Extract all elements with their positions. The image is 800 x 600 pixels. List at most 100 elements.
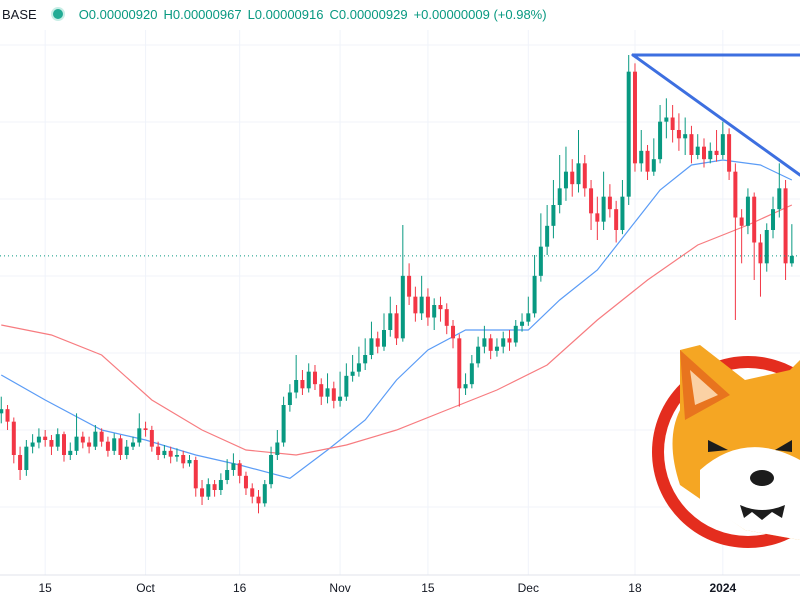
candle-body: [425, 296, 430, 318]
candle-body: [501, 338, 506, 347]
candle-body: [287, 392, 292, 405]
candle-body: [783, 188, 788, 264]
candle-body: [363, 355, 368, 364]
x-tick-label: 15: [421, 581, 435, 595]
candle-body: [482, 338, 487, 347]
candle-body: [0, 409, 4, 414]
candles: [0, 55, 800, 514]
candle-body: [507, 338, 512, 343]
candle-body: [595, 213, 600, 222]
candle-body: [187, 460, 192, 464]
candle-body: [243, 475, 248, 489]
candle-body: [18, 455, 23, 470]
candle-body: [382, 330, 386, 347]
logo-mouth: [740, 505, 785, 520]
candle-body: [670, 117, 675, 130]
candle-body: [400, 275, 405, 339]
candle-body: [488, 338, 493, 351]
candle-body: [344, 375, 349, 397]
candle-body: [49, 440, 54, 447]
candle-body: [771, 209, 776, 230]
descending-trend-line: [631, 53, 800, 177]
candle-body: [664, 117, 669, 122]
candle-body: [708, 150, 713, 160]
candle-body: [432, 305, 437, 318]
legend-header: BASE O0.00000920 H0.00000967 L0.00000916…: [0, 0, 800, 28]
candle-body: [645, 150, 650, 172]
candle-body: [11, 421, 16, 455]
logo-eye: [708, 440, 728, 452]
candle-body: [407, 275, 412, 297]
logo-nose: [750, 470, 774, 486]
x-tick-label: 16: [233, 581, 247, 595]
candle-body: [193, 460, 198, 489]
candle-body: [614, 209, 619, 230]
candle-body: [551, 205, 556, 226]
trend-lines: [631, 53, 800, 177]
candle-body: [200, 488, 205, 497]
change-value: +0.00000009 (+0.98%): [413, 6, 547, 22]
candle-body: [639, 150, 644, 164]
candle-body: [312, 371, 317, 385]
candle-body: [520, 321, 525, 326]
candle-body: [80, 436, 85, 443]
candle-body: [494, 346, 499, 351]
candle-body: [563, 171, 568, 189]
candle-body: [131, 442, 136, 447]
candle-body: [469, 363, 474, 385]
logo-eye: [775, 440, 792, 452]
candle-body: [752, 196, 757, 243]
candle-body: [651, 159, 656, 172]
price-grid: [0, 44, 800, 508]
candle-body: [87, 442, 92, 447]
candle-body: [532, 275, 537, 314]
candle-body: [137, 428, 142, 443]
candle-body: [457, 338, 462, 389]
candle-body: [570, 171, 575, 185]
candle-body: [99, 431, 104, 442]
candle-body: [526, 313, 531, 322]
logo-ear-inner: [690, 370, 718, 405]
candle-body: [394, 313, 399, 339]
moving-average-line: [1, 204, 793, 456]
candle-body: [683, 134, 688, 139]
candle-body: [168, 450, 173, 457]
candle-body: [143, 428, 148, 430]
candle-body: [162, 450, 167, 455]
candle-body: [237, 463, 242, 476]
candle-body: [764, 230, 769, 264]
candle-body: [306, 371, 311, 389]
candle-body: [720, 134, 725, 155]
low-value: L0.00000916: [247, 6, 324, 22]
candle-body: [658, 121, 663, 160]
close-value: C0.00000929: [329, 6, 408, 22]
logo-muzzle: [700, 447, 800, 540]
candle-body: [269, 455, 274, 485]
candle-body: [30, 442, 35, 447]
candle-body: [174, 455, 179, 457]
open-value: O0.00000920: [78, 6, 158, 22]
candle-body: [601, 196, 606, 222]
candle-body: [156, 446, 161, 455]
candle-body: [43, 436, 48, 440]
candle-body: [256, 496, 261, 504]
candle-body: [149, 430, 154, 447]
shiba-logo: [652, 345, 800, 548]
candle-body: [413, 296, 418, 314]
candle-body: [118, 438, 123, 455]
candle-body: [513, 325, 518, 343]
candle-body: [620, 196, 625, 230]
candle-body: [451, 325, 456, 339]
candle-body: [231, 463, 236, 470]
candle-body: [545, 225, 550, 247]
symbol: BASE: [2, 6, 37, 22]
candle-body: [262, 484, 267, 504]
candle-body: [369, 338, 374, 355]
candle-body: [74, 436, 79, 451]
candle-body: [745, 196, 750, 226]
candle-body: [733, 171, 738, 218]
candle-body: [582, 163, 587, 189]
candle-body: [112, 438, 117, 451]
